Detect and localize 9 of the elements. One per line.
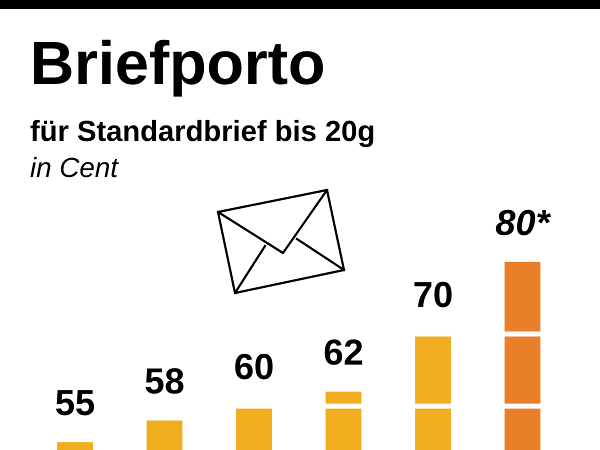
data-label: 80*: [496, 210, 552, 236]
data-label: 60: [235, 354, 273, 380]
chart-subtitle: für Standardbrief bis 20g: [30, 120, 374, 148]
chart-title: Briefporto: [34, 40, 323, 97]
data-label: 55: [56, 390, 94, 416]
data-label: 62: [324, 339, 362, 365]
data-label: 70: [414, 282, 452, 308]
y-axis-title: in Cent: [30, 156, 119, 178]
data-label: 58: [146, 368, 184, 394]
